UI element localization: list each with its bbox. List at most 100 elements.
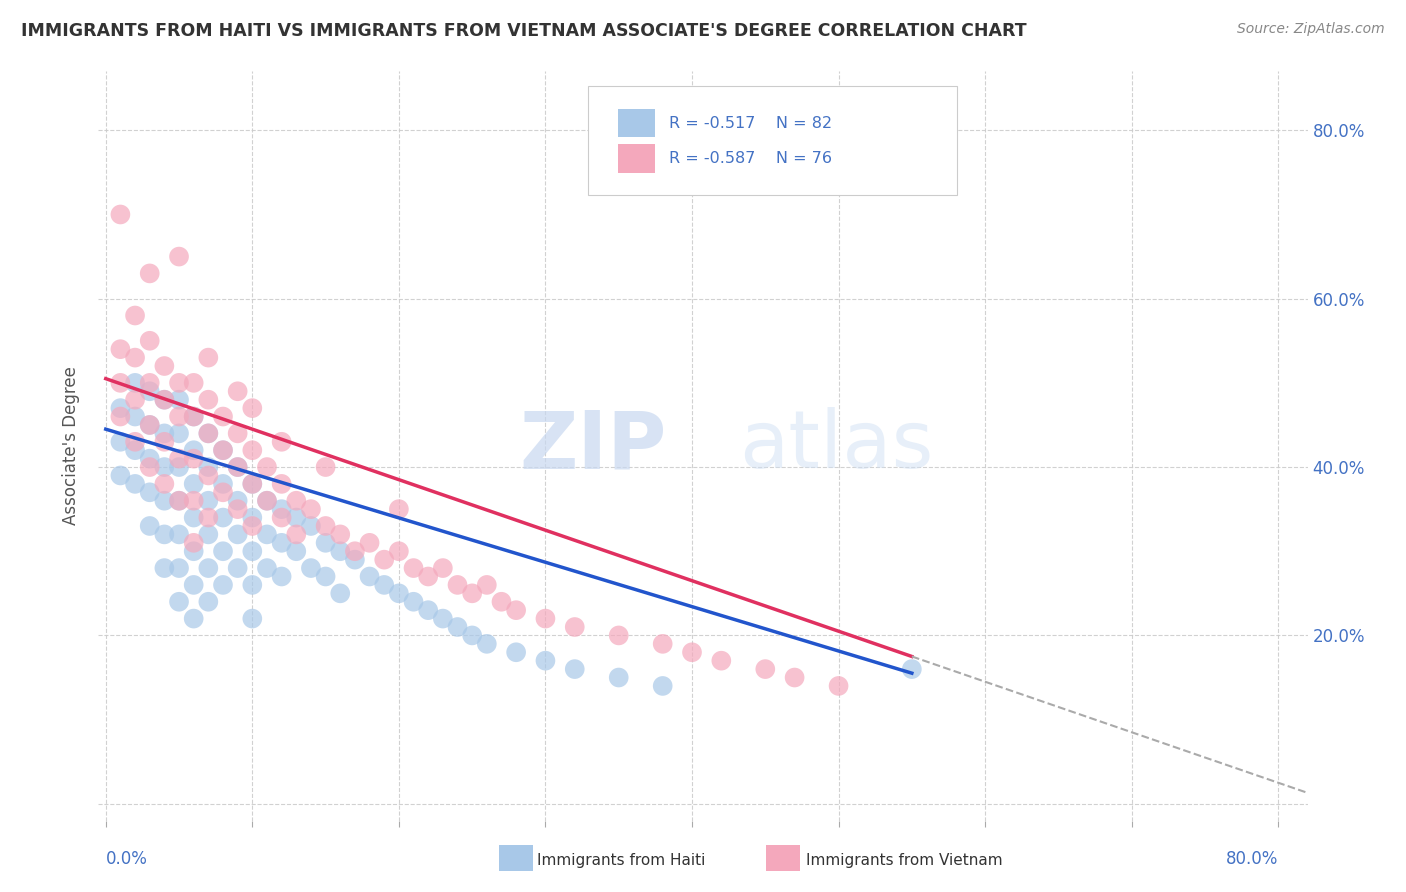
Point (153, 527, 176, 541)
Point (475, 637, 498, 651)
Point (534, 654, 557, 668)
Point (153, 359, 176, 373)
Point (299, 519, 322, 533)
Point (183, 443, 205, 458)
Point (432, 611, 454, 625)
Point (607, 628, 630, 642)
Point (315, 569, 337, 583)
Point (183, 510, 205, 524)
Point (505, 645, 527, 659)
Point (153, 392, 176, 407)
Point (901, 662, 924, 676)
Point (418, 603, 440, 617)
Text: ZIP: ZIP (519, 407, 666, 485)
Point (285, 510, 308, 524)
Point (124, 443, 146, 458)
Point (564, 662, 586, 676)
Point (226, 460, 249, 475)
Point (359, 569, 381, 583)
Point (256, 493, 278, 508)
Point (343, 552, 366, 566)
Point (783, 671, 806, 685)
Point (240, 578, 263, 592)
Point (124, 309, 146, 323)
Point (153, 460, 176, 475)
Point (226, 493, 249, 508)
Point (461, 628, 484, 642)
Point (183, 376, 205, 390)
Point (138, 417, 160, 432)
Point (138, 451, 160, 466)
Bar (619, 144, 655, 172)
Point (212, 409, 235, 424)
Text: 0.0%: 0.0% (105, 850, 148, 868)
Point (110, 409, 132, 424)
Point (651, 637, 673, 651)
Point (329, 527, 352, 541)
Point (197, 468, 219, 483)
Point (212, 510, 235, 524)
Point (651, 679, 673, 693)
Point (167, 595, 190, 609)
Point (153, 426, 176, 441)
Point (475, 578, 498, 592)
Point (315, 460, 337, 475)
Point (564, 620, 586, 634)
Point (183, 611, 205, 625)
Point (240, 476, 263, 491)
Point (240, 544, 263, 558)
FancyBboxPatch shape (588, 87, 957, 195)
Point (197, 426, 219, 441)
Point (681, 645, 703, 659)
Point (270, 502, 292, 516)
Point (124, 351, 146, 365)
Point (110, 342, 132, 356)
Point (446, 578, 468, 592)
Y-axis label: Associate's Degree: Associate's Degree (62, 367, 80, 525)
Point (226, 384, 249, 399)
Point (256, 460, 278, 475)
Point (461, 586, 484, 600)
Point (183, 409, 205, 424)
Point (446, 620, 468, 634)
Point (240, 611, 263, 625)
Point (110, 468, 132, 483)
Point (124, 409, 146, 424)
Point (167, 376, 190, 390)
Point (418, 569, 440, 583)
Point (124, 376, 146, 390)
Point (212, 578, 235, 592)
Text: R = -0.517    N = 82: R = -0.517 N = 82 (669, 116, 832, 130)
Point (212, 443, 235, 458)
Point (226, 426, 249, 441)
Point (827, 679, 849, 693)
Point (197, 351, 219, 365)
Point (754, 662, 776, 676)
Point (491, 595, 513, 609)
Point (270, 510, 292, 524)
Text: 80.0%: 80.0% (1226, 850, 1278, 868)
Point (240, 519, 263, 533)
Point (153, 476, 176, 491)
Point (240, 401, 263, 416)
Point (212, 443, 235, 458)
Point (359, 536, 381, 550)
Point (138, 485, 160, 500)
Point (183, 578, 205, 592)
Point (373, 578, 395, 592)
Point (256, 527, 278, 541)
Point (212, 476, 235, 491)
Point (226, 527, 249, 541)
Point (388, 544, 411, 558)
Point (167, 409, 190, 424)
Point (285, 544, 308, 558)
Point (138, 519, 160, 533)
Point (197, 595, 219, 609)
Point (138, 267, 160, 281)
Point (110, 207, 132, 221)
Point (329, 586, 352, 600)
Point (240, 510, 263, 524)
Point (167, 451, 190, 466)
Point (270, 569, 292, 583)
Point (183, 536, 205, 550)
